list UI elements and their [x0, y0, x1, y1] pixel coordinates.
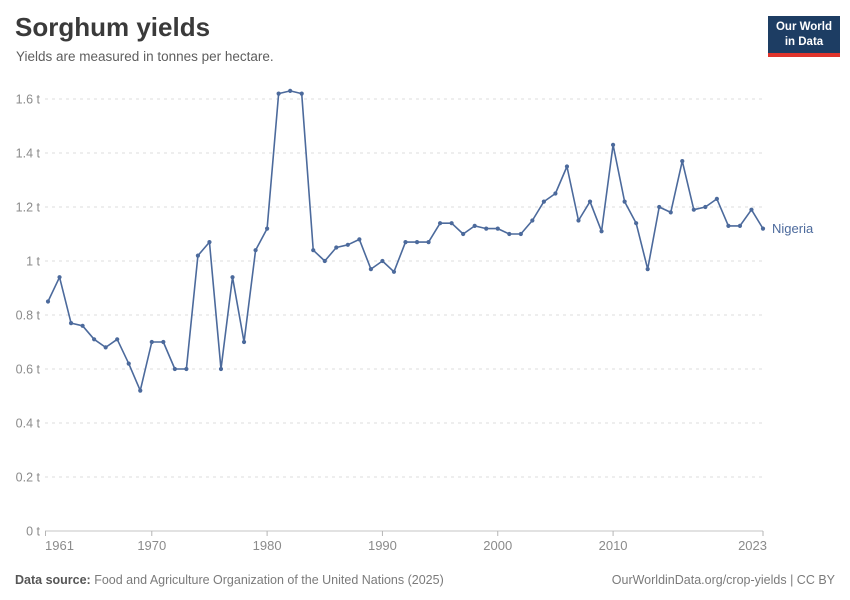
data-point[interactable]	[92, 337, 97, 342]
data-point[interactable]	[195, 253, 201, 258]
data-point[interactable]	[760, 226, 766, 231]
data-point[interactable]	[737, 223, 743, 228]
data-point[interactable]	[599, 229, 604, 234]
data-point[interactable]	[149, 339, 154, 345]
owid-citation-link[interactable]: OurWorldinData.org/crop-yields | CC BY	[611, 573, 835, 587]
x-tick-label: 2010	[599, 538, 628, 553]
data-point[interactable]	[507, 231, 512, 237]
data-point[interactable]	[138, 388, 143, 393]
data-point[interactable]	[253, 248, 258, 253]
y-tick-label: 1.2 t	[16, 201, 41, 215]
x-tick-label: 2023	[738, 538, 767, 553]
data-point[interactable]	[726, 223, 731, 228]
data-point[interactable]	[45, 299, 51, 304]
x-tick-label: 1990	[368, 538, 397, 553]
page-title: Sorghum yields	[15, 12, 211, 42]
data-point[interactable]	[622, 199, 627, 204]
data-point[interactable]	[587, 199, 593, 204]
data-point[interactable]	[161, 339, 166, 345]
data-point[interactable]	[541, 199, 546, 204]
x-tick-label: 2000	[483, 538, 512, 553]
data-point[interactable]	[311, 248, 316, 253]
data-point[interactable]	[391, 269, 397, 274]
y-tick-label: 1.4 t	[16, 147, 41, 161]
data-point[interactable]	[288, 88, 293, 93]
data-point[interactable]	[437, 221, 443, 226]
data-point[interactable]	[357, 237, 362, 242]
data-point[interactable]	[553, 191, 558, 196]
data-point[interactable]	[564, 164, 570, 169]
data-source-label: Data source:	[15, 573, 91, 587]
data-point[interactable]	[184, 366, 189, 372]
data-point[interactable]	[657, 204, 662, 210]
x-tick-label: 1970	[137, 538, 166, 553]
data-point[interactable]	[380, 258, 385, 264]
data-point[interactable]	[368, 267, 374, 272]
data-point[interactable]	[472, 223, 477, 228]
data-point[interactable]	[68, 321, 74, 326]
y-tick-label: 1.6 t	[16, 93, 41, 107]
data-point[interactable]	[126, 361, 131, 366]
data-point[interactable]	[172, 366, 177, 372]
data-point[interactable]	[530, 218, 535, 223]
chart-subtitle: Yields are measured in tonnes per hectar…	[16, 49, 274, 64]
y-tick-label: 0.2 t	[16, 471, 41, 485]
y-tick-label: 1 t	[26, 255, 40, 269]
data-point[interactable]	[749, 207, 754, 212]
owid-logo-line2: in Data	[784, 35, 824, 48]
data-point[interactable]	[241, 339, 247, 345]
data-point[interactable]	[57, 275, 62, 280]
y-tick-label: 0 t	[26, 525, 40, 539]
data-point[interactable]	[334, 245, 339, 250]
data-source: Data source: Food and Agriculture Organi…	[15, 573, 444, 587]
data-point[interactable]	[610, 142, 616, 147]
data-point[interactable]	[461, 231, 466, 237]
data-point[interactable]	[115, 337, 120, 342]
data-point[interactable]	[276, 91, 281, 96]
data-point[interactable]	[680, 159, 685, 164]
data-point[interactable]	[80, 323, 85, 328]
data-point[interactable]	[668, 210, 673, 215]
data-point[interactable]	[345, 242, 350, 247]
x-tick-label: 1980	[253, 538, 282, 553]
y-tick-label: 0.8 t	[16, 309, 41, 323]
data-point[interactable]	[299, 91, 304, 96]
y-tick-label: 0.6 t	[16, 363, 41, 377]
data-point[interactable]	[484, 226, 489, 231]
data-point[interactable]	[230, 275, 235, 280]
data-point[interactable]	[103, 345, 108, 350]
data-source-text: Food and Agriculture Organization of the…	[94, 573, 444, 587]
data-point[interactable]	[691, 207, 696, 212]
data-point[interactable]	[426, 240, 431, 245]
data-point[interactable]	[518, 231, 523, 237]
data-point[interactable]	[714, 196, 719, 201]
data-point[interactable]	[645, 267, 650, 272]
series-label-nigeria[interactable]: Nigeria	[772, 221, 814, 236]
data-point[interactable]	[449, 221, 454, 226]
data-point[interactable]	[495, 226, 500, 231]
data-point[interactable]	[414, 240, 420, 245]
data-point[interactable]	[265, 226, 270, 231]
data-point[interactable]	[322, 258, 327, 264]
chart-footer: Data source: Food and Agriculture Organi…	[15, 573, 835, 587]
data-point[interactable]	[207, 240, 212, 245]
data-point[interactable]	[576, 218, 581, 223]
owid-logo[interactable]: Our World in Data	[768, 16, 840, 57]
data-point[interactable]	[703, 204, 708, 210]
owid-logo-line1: Our World	[775, 21, 832, 33]
data-point[interactable]	[218, 366, 224, 372]
y-tick-label: 0.4 t	[16, 417, 41, 431]
data-point[interactable]	[403, 240, 408, 245]
data-point[interactable]	[634, 221, 639, 226]
x-tick-label: 1961	[45, 538, 74, 553]
